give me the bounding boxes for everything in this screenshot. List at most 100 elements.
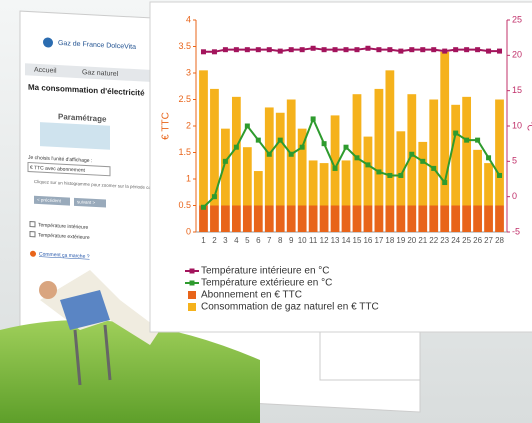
point [442,180,447,185]
x-tick-label: 9 [289,236,294,245]
point [365,162,370,167]
point [289,152,294,157]
y-tick-label: 4 [186,14,191,24]
bar [375,89,384,206]
point [256,138,261,143]
point [267,47,272,52]
bar [232,206,241,233]
point [420,159,425,164]
point [464,138,469,143]
bar [309,206,318,233]
point [333,47,338,52]
x-tick-label: 22 [429,236,438,245]
head [39,281,57,299]
bar [276,206,285,233]
point [453,47,458,52]
x-tick-label: 16 [363,236,372,245]
y2-tick-label: 25 [512,14,522,24]
bar [342,206,351,233]
bar [473,150,482,206]
bar [320,163,329,205]
bar [451,206,460,233]
point [344,145,349,150]
point [453,131,458,136]
nav-item[interactable]: Accueil [34,67,57,75]
x-tick-label: 28 [495,236,504,245]
point [223,47,228,52]
point [398,49,403,54]
bar [429,206,438,233]
legend-swatch [190,281,195,286]
y-tick-label: 3 [186,67,191,77]
x-tick-label: 26 [473,236,482,245]
point [431,47,436,52]
x-tick-label: 23 [440,236,449,245]
bar [243,206,252,233]
x-tick-label: 5 [245,236,250,245]
x-tick-label: 17 [374,236,383,245]
point [475,47,480,52]
point [387,47,392,52]
point [442,49,447,54]
bar [385,70,394,205]
y2-tick-label: 5 [512,156,517,166]
bar [440,206,449,233]
x-tick-label: 20 [407,236,416,245]
point [376,169,381,174]
y-tick-label: 0 [186,226,191,236]
point [387,173,392,178]
y2-tick-label: 15 [512,85,522,95]
bar [429,100,438,206]
bar [210,206,219,233]
legend-swatch [188,291,196,299]
point [278,138,283,143]
point [409,47,414,52]
bar [484,163,493,205]
x-tick-label: 10 [298,236,307,245]
x-tick-label: 6 [256,236,261,245]
x-tick-label: 11 [309,236,318,245]
x-tick-label: 24 [451,236,460,245]
point [365,46,370,51]
point [212,49,217,54]
y-tick-label: 3.5 [178,41,191,51]
bar [265,206,274,233]
point [300,145,305,150]
bar [309,160,318,205]
bar [495,206,504,233]
checkbox[interactable] [30,232,35,237]
bar [407,206,416,233]
legend-swatch [188,303,196,311]
bar [298,206,307,233]
point [322,47,327,52]
x-tick-label: 19 [396,236,405,245]
x-tick-label: 7 [267,236,272,245]
point [344,47,349,52]
y-tick-label: 0.5 [178,200,191,210]
x-tick-label: 3 [223,236,228,245]
x-tick-label: 15 [353,236,362,245]
point [409,152,414,157]
point [234,47,239,52]
point [267,152,272,157]
point [475,138,480,143]
x-tick-label: 18 [385,236,394,245]
bar [320,206,329,233]
checkbox[interactable] [30,222,35,227]
point [278,49,283,54]
bar [353,206,362,233]
bar [199,70,208,205]
legend-label: Température intérieure en °C [201,266,330,277]
point [376,47,381,52]
point [333,166,338,171]
x-tick-label: 12 [320,236,329,245]
point [256,47,261,52]
bar [396,206,405,233]
bar [462,206,471,233]
point [201,49,206,54]
y2-tick-label: 20 [512,50,522,60]
legend-label: Abonnement en € TTC [201,290,302,301]
screenshot: Gaz de France DolceVita Accueil Gaz natu… [0,0,532,423]
x-tick-label: 4 [234,236,239,245]
point [497,173,502,178]
